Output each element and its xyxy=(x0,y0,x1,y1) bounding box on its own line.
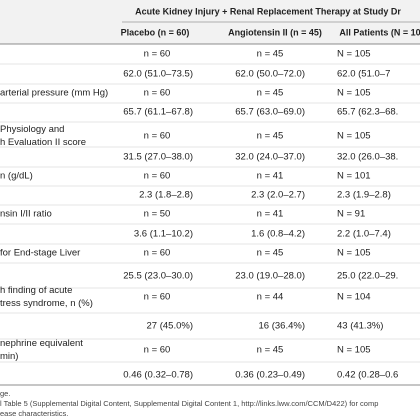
cell: N = 105 xyxy=(337,131,371,142)
row-label: nephrine equivalent xyxy=(0,338,83,349)
cell: N = 105 xyxy=(337,345,371,356)
row-label: n (g/dL) xyxy=(0,171,33,182)
cell: n = 45 xyxy=(257,49,284,60)
column-header: All Patients (N = 10 xyxy=(339,27,420,37)
cell: n = 60 xyxy=(144,88,171,99)
cell: n = 60 xyxy=(144,292,171,303)
cell: 1.6 (0.8–4.2) xyxy=(251,229,305,240)
cell: N = 105 xyxy=(337,49,371,60)
cell: 0.46 (0.32–0.78) xyxy=(123,370,193,381)
cell: 16 (36.4%) xyxy=(259,321,305,332)
cell: n = 44 xyxy=(257,292,284,303)
cell: n = 60 xyxy=(144,49,171,60)
row-label: h Evaluation II score xyxy=(0,137,86,148)
cell: n = 41 xyxy=(257,209,284,220)
cell: 0.42 (0.28–0.6 xyxy=(337,370,398,381)
row-label: min) xyxy=(0,351,18,362)
row-label: tress syndrome, n (%) xyxy=(0,298,93,309)
cell: 65.7 (62.3–68. xyxy=(337,107,398,118)
cell: 31.5 (27.0–38.0) xyxy=(123,152,193,163)
cell: n = 50 xyxy=(144,209,171,220)
cell: 43 (41.3%) xyxy=(337,321,383,332)
row-label: Physiology and xyxy=(0,124,64,135)
cell: 32.0 (24.0–37.0) xyxy=(235,152,305,163)
cell: N = 104 xyxy=(337,292,371,303)
cell: n = 60 xyxy=(144,345,171,356)
cell: 25.0 (22.0–29. xyxy=(337,271,398,282)
row-label: nsin I/II ratio xyxy=(0,209,52,220)
cell: 62.0 (51.0–73.5) xyxy=(123,69,193,80)
row-label: arterial pressure (mm Hg) xyxy=(0,88,108,99)
cell: 25.5 (23.0–30.0) xyxy=(123,271,193,282)
cell: N = 101 xyxy=(337,171,371,182)
cell: 65.7 (63.0–69.0) xyxy=(235,107,305,118)
cell: 2.3 (1.9–2.8) xyxy=(337,190,391,201)
footnote: ge. xyxy=(0,389,10,398)
cell: n = 60 xyxy=(144,171,171,182)
cell: n = 45 xyxy=(257,131,284,142)
cell: N = 105 xyxy=(337,248,371,259)
cell: n = 60 xyxy=(144,248,171,259)
footnote: l Table 5 (Supplemental Digital Content,… xyxy=(0,399,378,408)
cell: 23.0 (19.0–28.0) xyxy=(235,271,305,282)
column-header: Angiotensin II (n = 45) xyxy=(228,27,322,37)
cell: n = 60 xyxy=(144,131,171,142)
group-header: Acute Kidney Injury + Renal Replacement … xyxy=(135,6,401,16)
footnote: ease characteristics. xyxy=(0,409,68,418)
cell: 27 (45.0%) xyxy=(147,321,193,332)
cell: 62.0 (50.0–72.0) xyxy=(235,69,305,80)
cell: 32.0 (26.0–38. xyxy=(337,152,398,163)
cell: n = 41 xyxy=(257,171,284,182)
cell: n = 45 xyxy=(257,345,284,356)
cell: 2.2 (1.0–7.4) xyxy=(337,229,391,240)
cell: 3.6 (1.1–10.2) xyxy=(134,229,193,240)
cell: 2.3 (1.8–2.8) xyxy=(139,190,193,201)
row-label: for End-stage Liver xyxy=(0,248,80,259)
cell: 62.0 (51.0–7 xyxy=(337,69,390,80)
cell: N = 105 xyxy=(337,88,371,99)
cell: n = 45 xyxy=(257,88,284,99)
row-label: h finding of acute xyxy=(0,285,72,296)
column-header: Placebo (n = 60) xyxy=(121,27,190,37)
cell: 0.36 (0.23–0.49) xyxy=(235,370,305,381)
cell: n = 45 xyxy=(257,248,284,259)
cell: 2.3 (2.0–2.7) xyxy=(251,190,305,201)
cell: N = 91 xyxy=(337,209,365,220)
cell: 65.7 (61.1–67.8) xyxy=(123,107,193,118)
